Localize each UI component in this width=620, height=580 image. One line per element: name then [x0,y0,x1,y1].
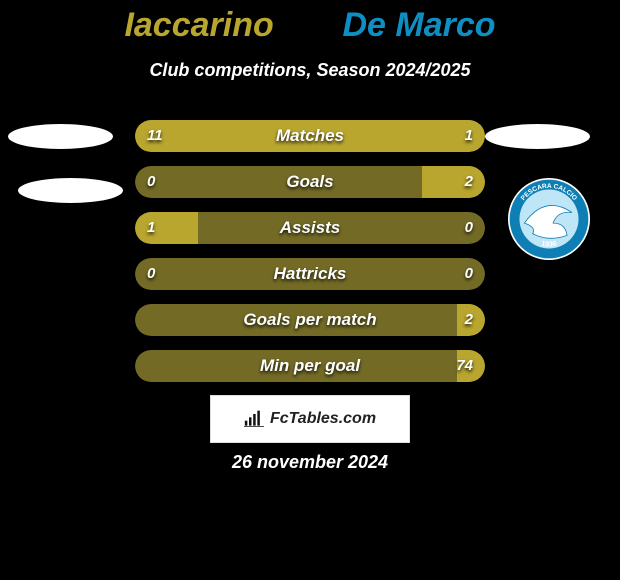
stat-label: Goals per match [135,304,485,336]
bar-chart-icon [244,410,264,428]
stat-value-right: 74 [456,350,473,382]
right-oval-1 [485,124,590,149]
footer-brand-text: FcTables.com [270,410,376,428]
stats-rows: Matches111Goals02Assists10Hattricks00Goa… [135,120,485,396]
stat-value-left: 1 [147,212,155,244]
stat-row: Matches111 [135,120,485,152]
stat-row: Goals0 2 [135,166,485,198]
club-badge: PESCARA CALCIO 1936 [508,178,590,260]
stat-row: Goals per match2 [135,304,485,336]
stat-value-right: 2 [465,304,473,336]
stat-value-right: 0 [465,212,473,244]
left-oval-2 [18,178,123,203]
page-title: Iaccarino vs De Marco [0,6,620,45]
stat-label: Hattricks [135,258,485,290]
stat-label: Assists [135,212,485,244]
stat-label: Matches [135,120,485,152]
stat-label: Goals [135,166,485,198]
stat-value-left: 0 [147,166,155,198]
stat-value-left: 0 [147,258,155,290]
stat-label: Min per goal [135,350,485,382]
player1-name: Iaccarino [124,6,273,44]
footer-date: 26 november 2024 [0,452,620,473]
stat-row: Assists1 0 [135,212,485,244]
player2-name: De Marco [342,6,495,44]
stat-value-right: 0 [465,258,473,290]
stat-row: Hattricks0 0 [135,258,485,290]
vs-text: vs [289,6,327,44]
stat-value-left: 11 [147,120,163,152]
stat-row: Min per goal74 [135,350,485,382]
stat-value-right: 1 [465,120,473,152]
left-oval-1 [8,124,113,149]
stat-value-right: 2 [465,166,473,198]
footer-brand-box: FcTables.com [210,395,410,443]
subtitle: Club competitions, Season 2024/2025 [0,60,620,81]
